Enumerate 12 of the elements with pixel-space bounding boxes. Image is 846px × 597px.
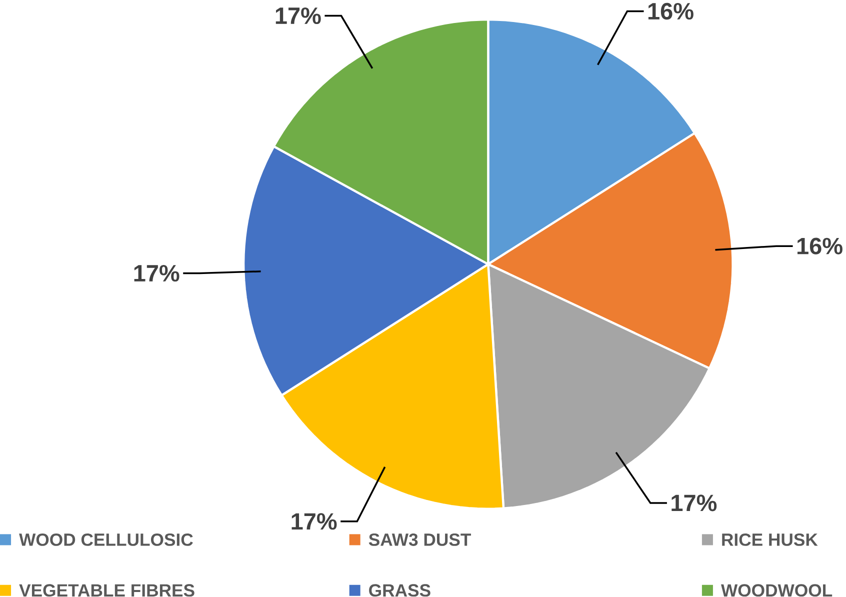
legend-label: SAW3 DUST [368, 534, 471, 546]
data-label: 16% [648, 3, 694, 20]
legend-label: VEGETABLE FIBRES [19, 584, 194, 597]
data-label: 17% [276, 8, 321, 24]
legend-label: GRASS [369, 584, 430, 597]
legend-label: WOOD CELLULOSIC [19, 534, 193, 546]
data-label: 17% [672, 494, 717, 512]
data-label: 17% [134, 265, 180, 282]
data-label: 16% [797, 238, 842, 255]
legend-label: RICE HUSK [722, 534, 818, 546]
data-label: 17% [292, 513, 337, 530]
legend-label: WOODWOOL [720, 584, 832, 597]
